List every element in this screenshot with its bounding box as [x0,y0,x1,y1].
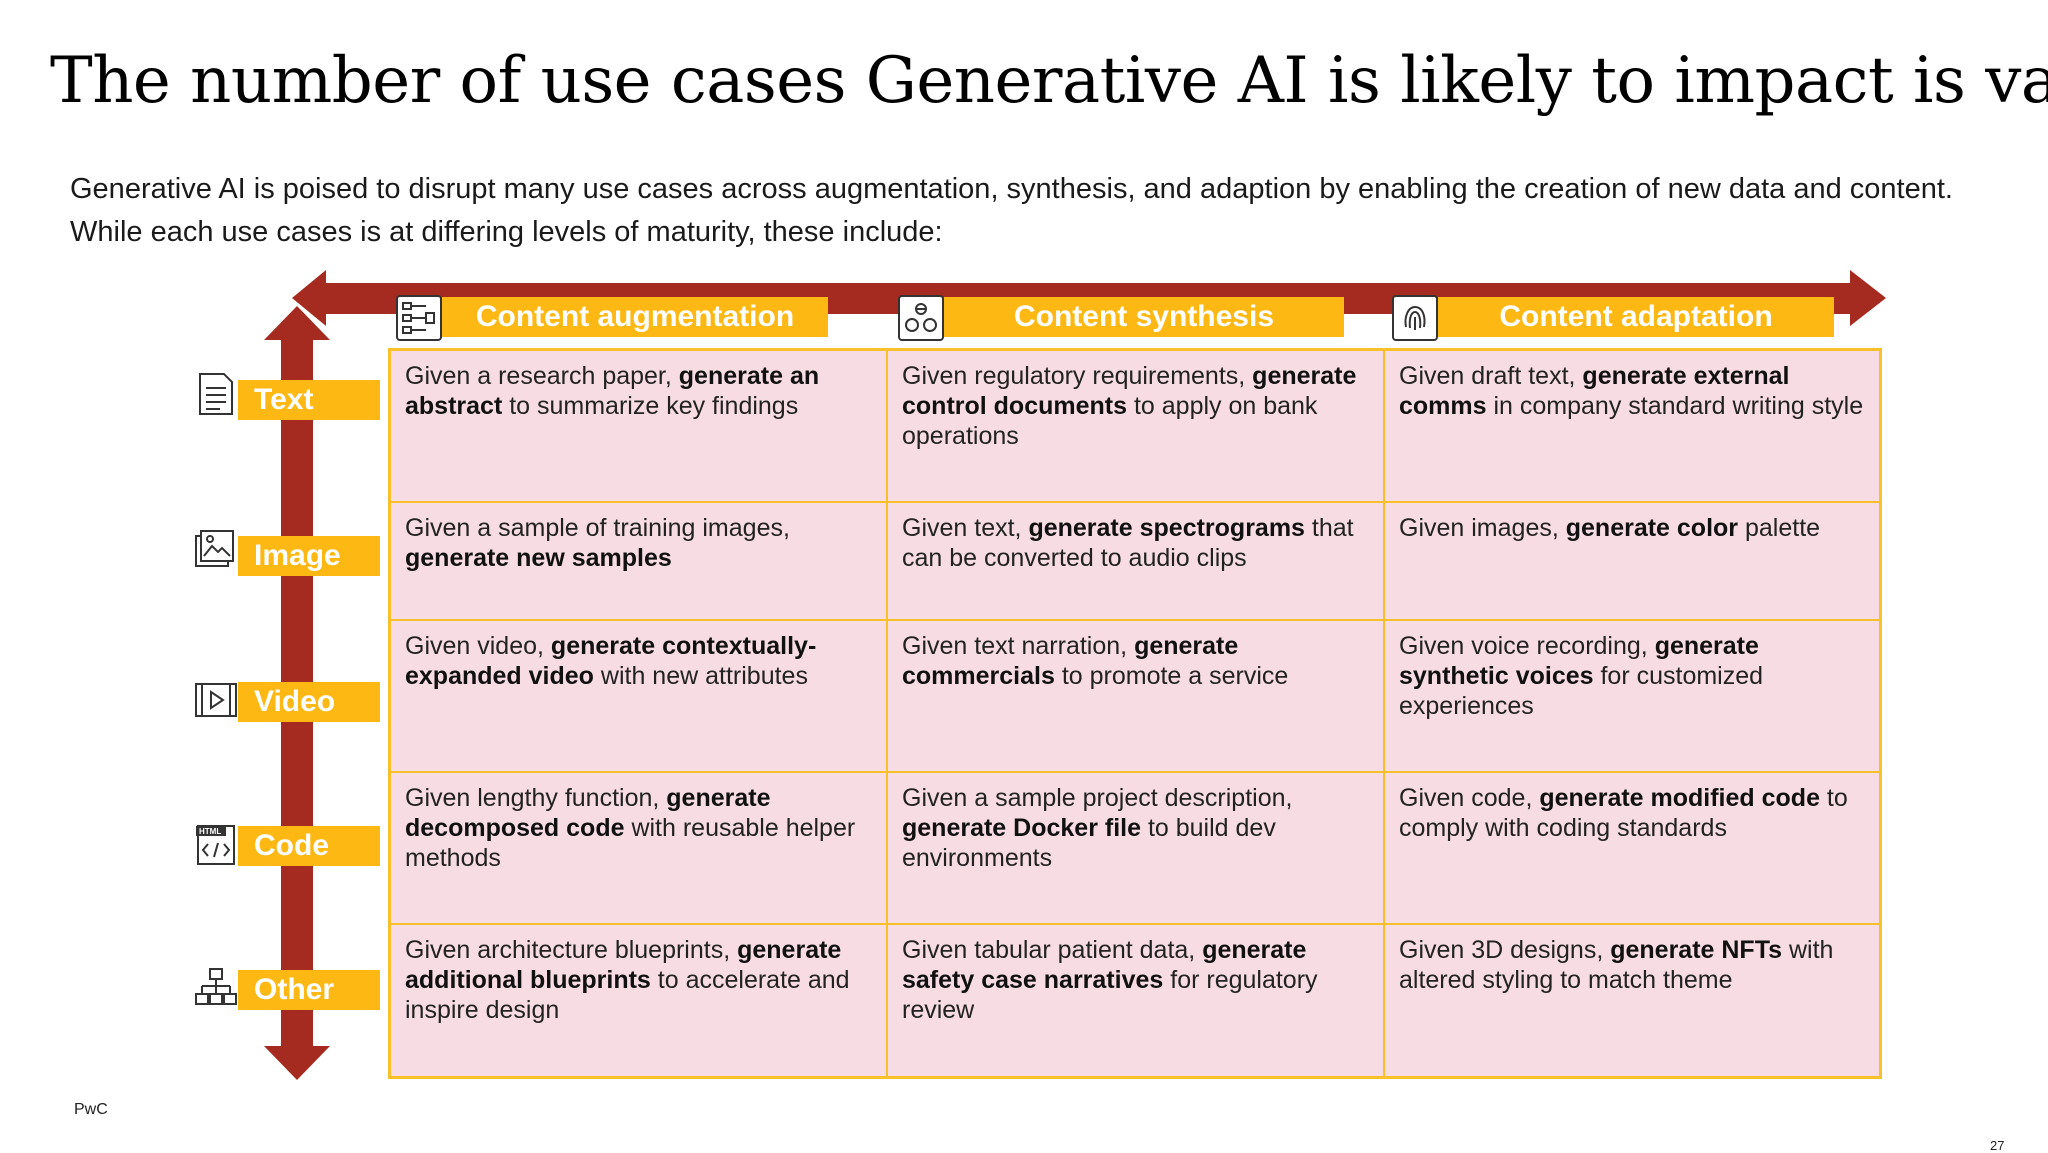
cell-video-adaptation: Given voice recording, generate syntheti… [1385,621,1879,773]
footer-brand: PwC [74,1101,108,1118]
html-code-icon: HTML [192,820,240,868]
page-subtitle: Generative AI is poised to disrupt many … [70,173,1953,248]
row-label-video: Video [238,682,380,722]
row-label-text: Text [238,380,380,420]
fingerprint-icon [1392,295,1438,341]
row-label-image: Image [238,536,380,576]
cell-text-augmentation: Given a research paper, generate an abst… [391,351,888,503]
svg-text:HTML: HTML [199,827,221,836]
video-icon [192,676,240,724]
cell-image-synthesis: Given text, generate spectrograms that c… [888,503,1385,621]
cell-image-augmentation: Given a sample of training images, gener… [391,503,888,621]
page-number: 27 [1990,1138,2005,1153]
cell-code-adaptation: Given code, generate modified code to co… [1385,773,1879,925]
cell-code-synthesis: Given a sample project description, gene… [888,773,1385,925]
cell-video-augmentation: Given video, generate contextually-expan… [391,621,888,773]
hierarchy-icon [192,964,240,1012]
cell-text-adaptation: Given draft text, generate external comm… [1385,351,1879,503]
components-icon [898,295,944,341]
row-label-code: Code [238,826,380,866]
workflow-icon [396,295,442,341]
row-label-other: Other [238,970,380,1010]
page-title: The number of use cases Generative AI is… [50,44,2048,118]
cell-other-adaptation: Given 3D designs, generate NFTs with alt… [1399,936,1834,994]
cell-code-augmentation: Given lengthy function, generate decompo… [391,773,888,925]
column-header-adaptation: Content adaptation [1438,297,1834,337]
cell-text-synthesis: Given regulatory requirements, generate … [888,351,1385,503]
cell-video-synthesis: Given text narration, generate commercia… [888,621,1385,773]
cell-other-synthesis: Given tabular patient data, generate saf… [888,925,1385,1076]
column-header-augmentation: Content augmentation [442,297,828,337]
cell-image-adaptation: Given images, generate color palette [1385,503,1879,621]
cell-other-augmentation: Given architecture blueprints, generate … [391,925,888,1076]
document-icon [192,370,240,418]
use-case-grid: Given a research paper, generate an abst… [388,348,1882,1079]
image-icon [192,526,240,574]
column-header-synthesis: Content synthesis [944,297,1344,337]
